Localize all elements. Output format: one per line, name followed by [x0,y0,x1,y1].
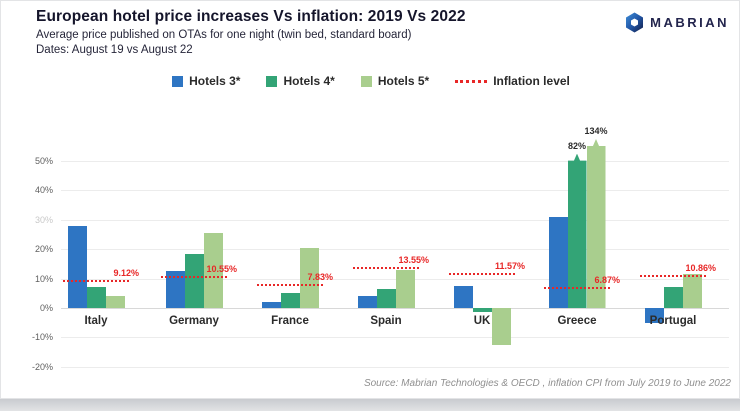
bar-spain-hotels-3- [357,296,377,308]
legend-label: Hotels 5* [377,74,430,88]
inflation-value-label: 13.55% [398,255,429,266]
inflation-value-label: 10.55% [206,263,237,274]
bar-greece-hotels-4- [567,153,587,308]
bar-italy-hotels-4- [86,287,106,308]
legend-dotted-line-icon [455,79,488,83]
source-note: Source: Mabrian Technologies & OECD , in… [363,378,731,389]
y-axis-tick-label: 10% [34,273,53,284]
inflation-value-label: 10.86% [685,263,716,274]
legend-square-icon [360,75,372,87]
legend-label: Hotels 4* [283,74,335,88]
inflation-line-italy [63,280,129,283]
bar-germany-hotels-5- [203,233,223,308]
inflation-line-greece [544,286,610,289]
bar-italy-hotels-3- [67,225,87,308]
y-axis-tick-label: -20% [31,361,53,372]
page-title: European hotel price increases Vs inflat… [36,8,466,25]
legend-label: Inflation level [493,74,570,88]
gridline--10 [61,337,729,339]
y-axis-tick-label: 40% [34,185,53,196]
inflation-line-portugal [640,275,706,278]
inflation-value-label: 9.12% [113,268,139,279]
inflation-line-france [257,283,323,286]
x-axis-label-france: France [271,315,309,327]
x-axis-label-uk: UK [473,315,491,327]
bar-greece-hotels-5- [586,138,606,308]
y-axis-tick-label: 50% [34,156,53,166]
legend-item-hotels-3-: Hotels 3* [172,74,240,88]
gridline-20 [61,249,729,251]
bar-germany-hotels-4- [184,253,204,308]
inflation-line-uk [449,272,515,275]
x-axis-label-germany: Germany [169,315,219,327]
gridline-0 [61,308,729,309]
bar-uk-hotels-3- [453,285,473,308]
bar-value-label: 82% [567,140,586,151]
y-axis-tick-label: 30% [34,214,53,225]
bar-portugal-hotels-3- [644,308,664,323]
chart-legend: Hotels 3* Hotels 4* Hotels 5* Inflation lev… [1,71,740,91]
bar-portugal-hotels-5- [682,274,702,308]
bar-chart-plot: 9.12% Italy 10.55% Germany 7.83% France 13.55%… [61,111,729,373]
y-axis-tick-label: 0% [39,303,53,313]
legend-square-icon [266,75,278,87]
inflation-value-label: 11.57% [494,260,525,271]
chart-subtitle: Average price published on OTAs for one … [36,29,412,41]
inflation-line-germany [161,275,227,278]
y-axis-tick-label: 20% [34,244,53,255]
bottom-strip [0,399,740,411]
bar-spain-hotels-4- [376,288,396,308]
legend-item-hotels-4-: Hotels 4* [266,74,335,88]
bar-uk-hotels-4- [472,308,492,313]
legend-square-icon [172,75,184,87]
x-axis-label-greece: Greece [557,315,597,327]
inflation-value-label: 6.87% [594,274,620,285]
inflation-line-spain [353,267,419,270]
legend-label: Hotels 3* [189,74,241,88]
gridline-40 [61,190,729,192]
bar-uk-hotels-5- [491,308,511,345]
chart-card: European hotel price increases Vs inflat… [0,0,740,399]
bar-france-hotels-4- [280,293,300,308]
bar-france-hotels-5- [299,247,319,308]
x-axis-label-portugal: Portugal [649,315,697,327]
bar-value-label: 134% [584,125,608,136]
mabrian-logo-text: MABRIAN [650,15,729,30]
mabrian-logo: MABRIAN [625,12,729,33]
y-axis-tick-label: -10% [31,332,53,343]
bar-italy-hotels-5- [105,296,125,308]
gridline-10 [61,278,729,280]
mabrian-hexagon-icon [626,12,644,33]
bar-spain-hotels-5- [395,269,415,308]
x-axis-label-italy: Italy [84,315,108,327]
x-axis-label-spain: Spain [370,315,402,327]
bar-portugal-hotels-4- [663,287,683,308]
gridline--20 [61,366,729,368]
legend-item-hotels-5-: Hotels 5* [360,74,430,88]
inflation-value-label: 7.83% [307,271,333,282]
bar-germany-hotels-3- [165,271,185,308]
gridline-30 [61,219,729,221]
chart-dates: Dates: August 19 vs August 22 [36,44,193,56]
gridline-50 [61,161,729,162]
bar-greece-hotels-3- [548,216,568,308]
bar-france-hotels-3- [261,302,281,308]
legend-item-inflation-level: Inflation level [455,74,570,88]
